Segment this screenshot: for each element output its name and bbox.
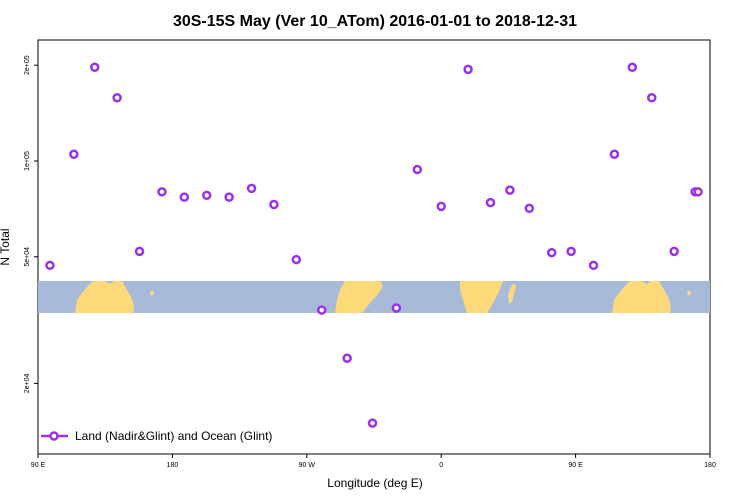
x-axis-ticks: 90 E 180 90 W 0 90 E 180 bbox=[31, 454, 716, 469]
land-shape-2 bbox=[335, 281, 383, 313]
y-tick-label-3: 2e+05 bbox=[24, 55, 31, 75]
data-point-0-0 bbox=[45, 260, 55, 271]
land-shape-1 bbox=[150, 290, 154, 296]
data-point-0-30 bbox=[693, 187, 703, 197]
data-point-0-28 bbox=[669, 246, 679, 257]
data-point-0-22 bbox=[546, 247, 557, 258]
data-point-0-7 bbox=[201, 190, 212, 201]
data-point-0-2 bbox=[89, 62, 100, 73]
x-tick-label-1: 180 bbox=[167, 462, 179, 469]
data-point-0-19 bbox=[485, 197, 496, 208]
x-tick-label-4: 90 E bbox=[568, 462, 583, 469]
data-point-0-12 bbox=[316, 305, 327, 315]
data-point-0-23 bbox=[566, 246, 576, 257]
y-tick-label-0: 2e+04 bbox=[24, 373, 31, 393]
data-point-0-15 bbox=[391, 303, 402, 313]
legend-marker bbox=[49, 431, 59, 441]
data-point-0-16 bbox=[412, 164, 423, 175]
land-shape-5 bbox=[612, 281, 671, 313]
y-tick-label-1: 5e+04 bbox=[24, 247, 31, 267]
data-point-0-27 bbox=[647, 93, 657, 103]
data-point-0-20 bbox=[505, 185, 515, 195]
data-point-0-4 bbox=[134, 246, 145, 257]
data-point-0-8 bbox=[224, 192, 234, 202]
chart-title: 30S-15S May (Ver 10_ATom) 2016-01-01 to … bbox=[173, 13, 577, 30]
data-point-0-5 bbox=[157, 187, 167, 197]
data-point-0-10 bbox=[269, 199, 279, 210]
data-point-0-9 bbox=[246, 183, 257, 194]
map-strip bbox=[38, 281, 710, 313]
data-point-0-6 bbox=[179, 192, 190, 202]
land-shapes bbox=[75, 281, 691, 313]
land-shape-3 bbox=[460, 281, 503, 313]
data-point-0-25 bbox=[609, 149, 620, 159]
data-point-0-14 bbox=[367, 418, 378, 428]
y-tick-label-2: 1e+05 bbox=[24, 151, 31, 171]
data-point-0-11 bbox=[291, 254, 302, 265]
x-tick-label-0: 90 E bbox=[31, 462, 46, 469]
data-point-0-1 bbox=[69, 149, 79, 159]
x-axis-label: Longitude (deg E) bbox=[327, 476, 422, 490]
data-point-0-26 bbox=[627, 62, 638, 73]
x-tick-label-3: 0 bbox=[439, 462, 443, 469]
data-points bbox=[45, 62, 703, 428]
land-shape-0 bbox=[75, 281, 134, 313]
legend: Land (Nadir&Glint) and Ocean (Glint) bbox=[41, 429, 272, 443]
land-shape-4 bbox=[508, 283, 516, 304]
data-point-0-17 bbox=[436, 201, 446, 212]
legend-label: Land (Nadir&Glint) and Ocean (Glint) bbox=[75, 429, 272, 443]
data-point-0-18 bbox=[463, 64, 473, 75]
y-axis-ticks: 2e+04 5e+04 1e+05 2e+05 bbox=[24, 55, 38, 393]
plot-frame bbox=[37, 39, 711, 455]
x-tick-label-5: 180 bbox=[704, 462, 716, 469]
x-tick-label-2: 90 W bbox=[299, 462, 316, 469]
data-point-0-21 bbox=[524, 203, 535, 214]
data-point-0-3 bbox=[112, 93, 122, 103]
data-point-0-13 bbox=[342, 353, 352, 363]
y-axis-label: N Total bbox=[0, 228, 12, 265]
land-shape-6 bbox=[687, 290, 691, 296]
data-point-0-24 bbox=[588, 260, 599, 271]
